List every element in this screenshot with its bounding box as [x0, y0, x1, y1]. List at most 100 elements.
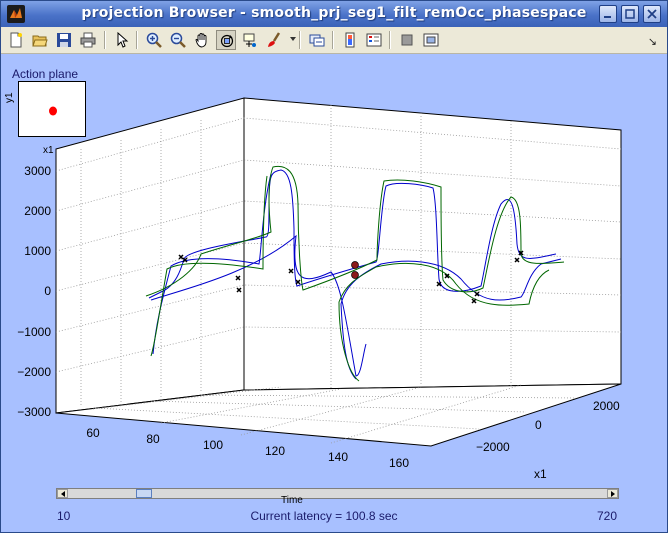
z-tick-label: 3000 — [24, 164, 51, 178]
hide-tools-icon — [401, 34, 413, 46]
highlight-point — [351, 271, 359, 279]
close-icon — [647, 9, 657, 19]
x1-tick-label: 2000 — [593, 399, 620, 413]
marker — [288, 268, 294, 274]
marker — [514, 257, 520, 263]
open-file-icon — [32, 35, 48, 47]
toolbar-separator — [389, 31, 391, 49]
time-slider[interactable] — [56, 488, 619, 499]
data-cursor-icon — [243, 33, 256, 47]
time-tick-label: 120 — [265, 444, 285, 458]
minimize-button[interactable] — [599, 5, 617, 23]
close-button[interactable] — [643, 5, 661, 23]
slider-caption: Time — [281, 495, 303, 506]
matlab-logo-icon — [7, 5, 25, 23]
slider-min-label: 10 — [57, 509, 71, 523]
action-plane-xlabel: x1 — [43, 145, 54, 156]
time-tick-label: 140 — [328, 450, 348, 464]
axes-back-wall-right — [243, 97, 622, 391]
dock-figure-icon[interactable]: ↘ — [647, 35, 657, 48]
slider-thumb[interactable] — [136, 489, 152, 498]
action-plane-plot — [49, 106, 57, 116]
zoom-in-button[interactable] — [144, 30, 164, 50]
pan-hand-icon — [195, 33, 207, 48]
series-b-upper-trace — [145, 165, 565, 297]
time-tick-label: 160 — [389, 456, 409, 470]
figure-canvas[interactable]: 3000 2000 1000 0 −1000 −2000 −3000 60 80… — [1, 54, 667, 532]
toolbar-separator — [104, 31, 106, 49]
colorbar-button[interactable] — [340, 30, 360, 50]
marker — [474, 291, 480, 297]
marker — [235, 275, 241, 281]
rotate-3d-button[interactable] — [216, 30, 236, 50]
series-a-lower-trace — [150, 234, 367, 377]
axes-grid — [55, 105, 622, 444]
axes-back-wall-left — [55, 97, 245, 414]
link-icon — [309, 34, 325, 47]
triangle-right-icon — [611, 491, 615, 497]
print-button[interactable] — [78, 30, 98, 50]
pointer-button[interactable] — [112, 30, 132, 50]
z-tick-label: −1000 — [17, 325, 51, 339]
marker — [178, 254, 184, 260]
marker — [182, 257, 188, 263]
z-tick-label: 0 — [44, 284, 51, 298]
pointer-icon — [117, 32, 129, 48]
series-a-upper-trace — [148, 169, 557, 299]
marker — [236, 287, 242, 293]
show-tools-icon — [423, 33, 439, 47]
triangle-left-icon — [61, 491, 65, 497]
time-tick-label: 60 — [86, 426, 100, 440]
marker — [518, 250, 524, 256]
time-tick-label: 80 — [146, 432, 160, 446]
series-a-right-loop — [340, 258, 562, 380]
brush-icon — [268, 32, 281, 47]
title-bar[interactable]: projection Browser - smooth_prj_seg1_fil… — [1, 1, 667, 27]
minimize-icon — [604, 16, 611, 18]
legend-button[interactable] — [364, 30, 384, 50]
trajectory-series — [145, 165, 565, 382]
marker — [444, 273, 450, 279]
highlight-markers — [351, 261, 359, 279]
action-plane-ylabel: y1 — [4, 92, 15, 103]
axes-floor — [55, 383, 622, 447]
slider-left-button[interactable] — [57, 489, 68, 498]
event-markers — [178, 250, 524, 304]
x1-axis: 2000 0 −2000 x1 — [476, 399, 620, 481]
marker — [295, 279, 301, 285]
main-3d-axes[interactable]: 3000 2000 1000 0 −1000 −2000 −3000 60 80… — [1, 54, 667, 532]
show-plot-tools-button[interactable] — [421, 30, 441, 50]
brush-dropdown-arrow[interactable] — [290, 37, 296, 41]
x1-axis-label: x1 — [534, 467, 547, 481]
action-point-marker — [49, 106, 57, 116]
hide-plot-tools-button[interactable] — [397, 30, 417, 50]
zoom-out-button[interactable] — [168, 30, 188, 50]
slider-max-label: 720 — [597, 509, 618, 523]
toolbar-separator — [136, 31, 138, 49]
new-figure-icon — [10, 32, 22, 48]
legend-icon — [366, 33, 382, 47]
z-axis: 3000 2000 1000 0 −1000 −2000 −3000 — [17, 164, 51, 419]
zoom-in-icon — [146, 32, 162, 48]
new-figure-button[interactable] — [6, 30, 26, 50]
open-file-button[interactable] — [30, 30, 50, 50]
pan-button[interactable] — [192, 30, 212, 50]
x1-tick-label: 0 — [535, 418, 542, 432]
time-axis: 60 80 100 120 140 160 — [86, 426, 409, 470]
window-title: projection Browser - smooth_prj_seg1_fil… — [81, 5, 587, 21]
data-cursor-button[interactable] — [240, 30, 260, 50]
zoom-out-icon — [170, 32, 186, 48]
brush-button[interactable] — [264, 30, 284, 50]
toolbar-separator — [299, 31, 301, 49]
series-b-right-loop — [338, 262, 550, 382]
save-button[interactable] — [54, 30, 74, 50]
z-tick-label: 2000 — [24, 204, 51, 218]
print-icon — [80, 32, 96, 48]
series-b-left-descent — [150, 175, 268, 357]
link-plot-button[interactable] — [307, 30, 327, 50]
figure-toolbar: ↘ — [1, 27, 667, 54]
maximize-button[interactable] — [621, 5, 639, 23]
action-plane-axes[interactable] — [18, 81, 86, 137]
action-plane-title: Action plane — [12, 67, 79, 81]
slider-right-button[interactable] — [607, 489, 618, 498]
